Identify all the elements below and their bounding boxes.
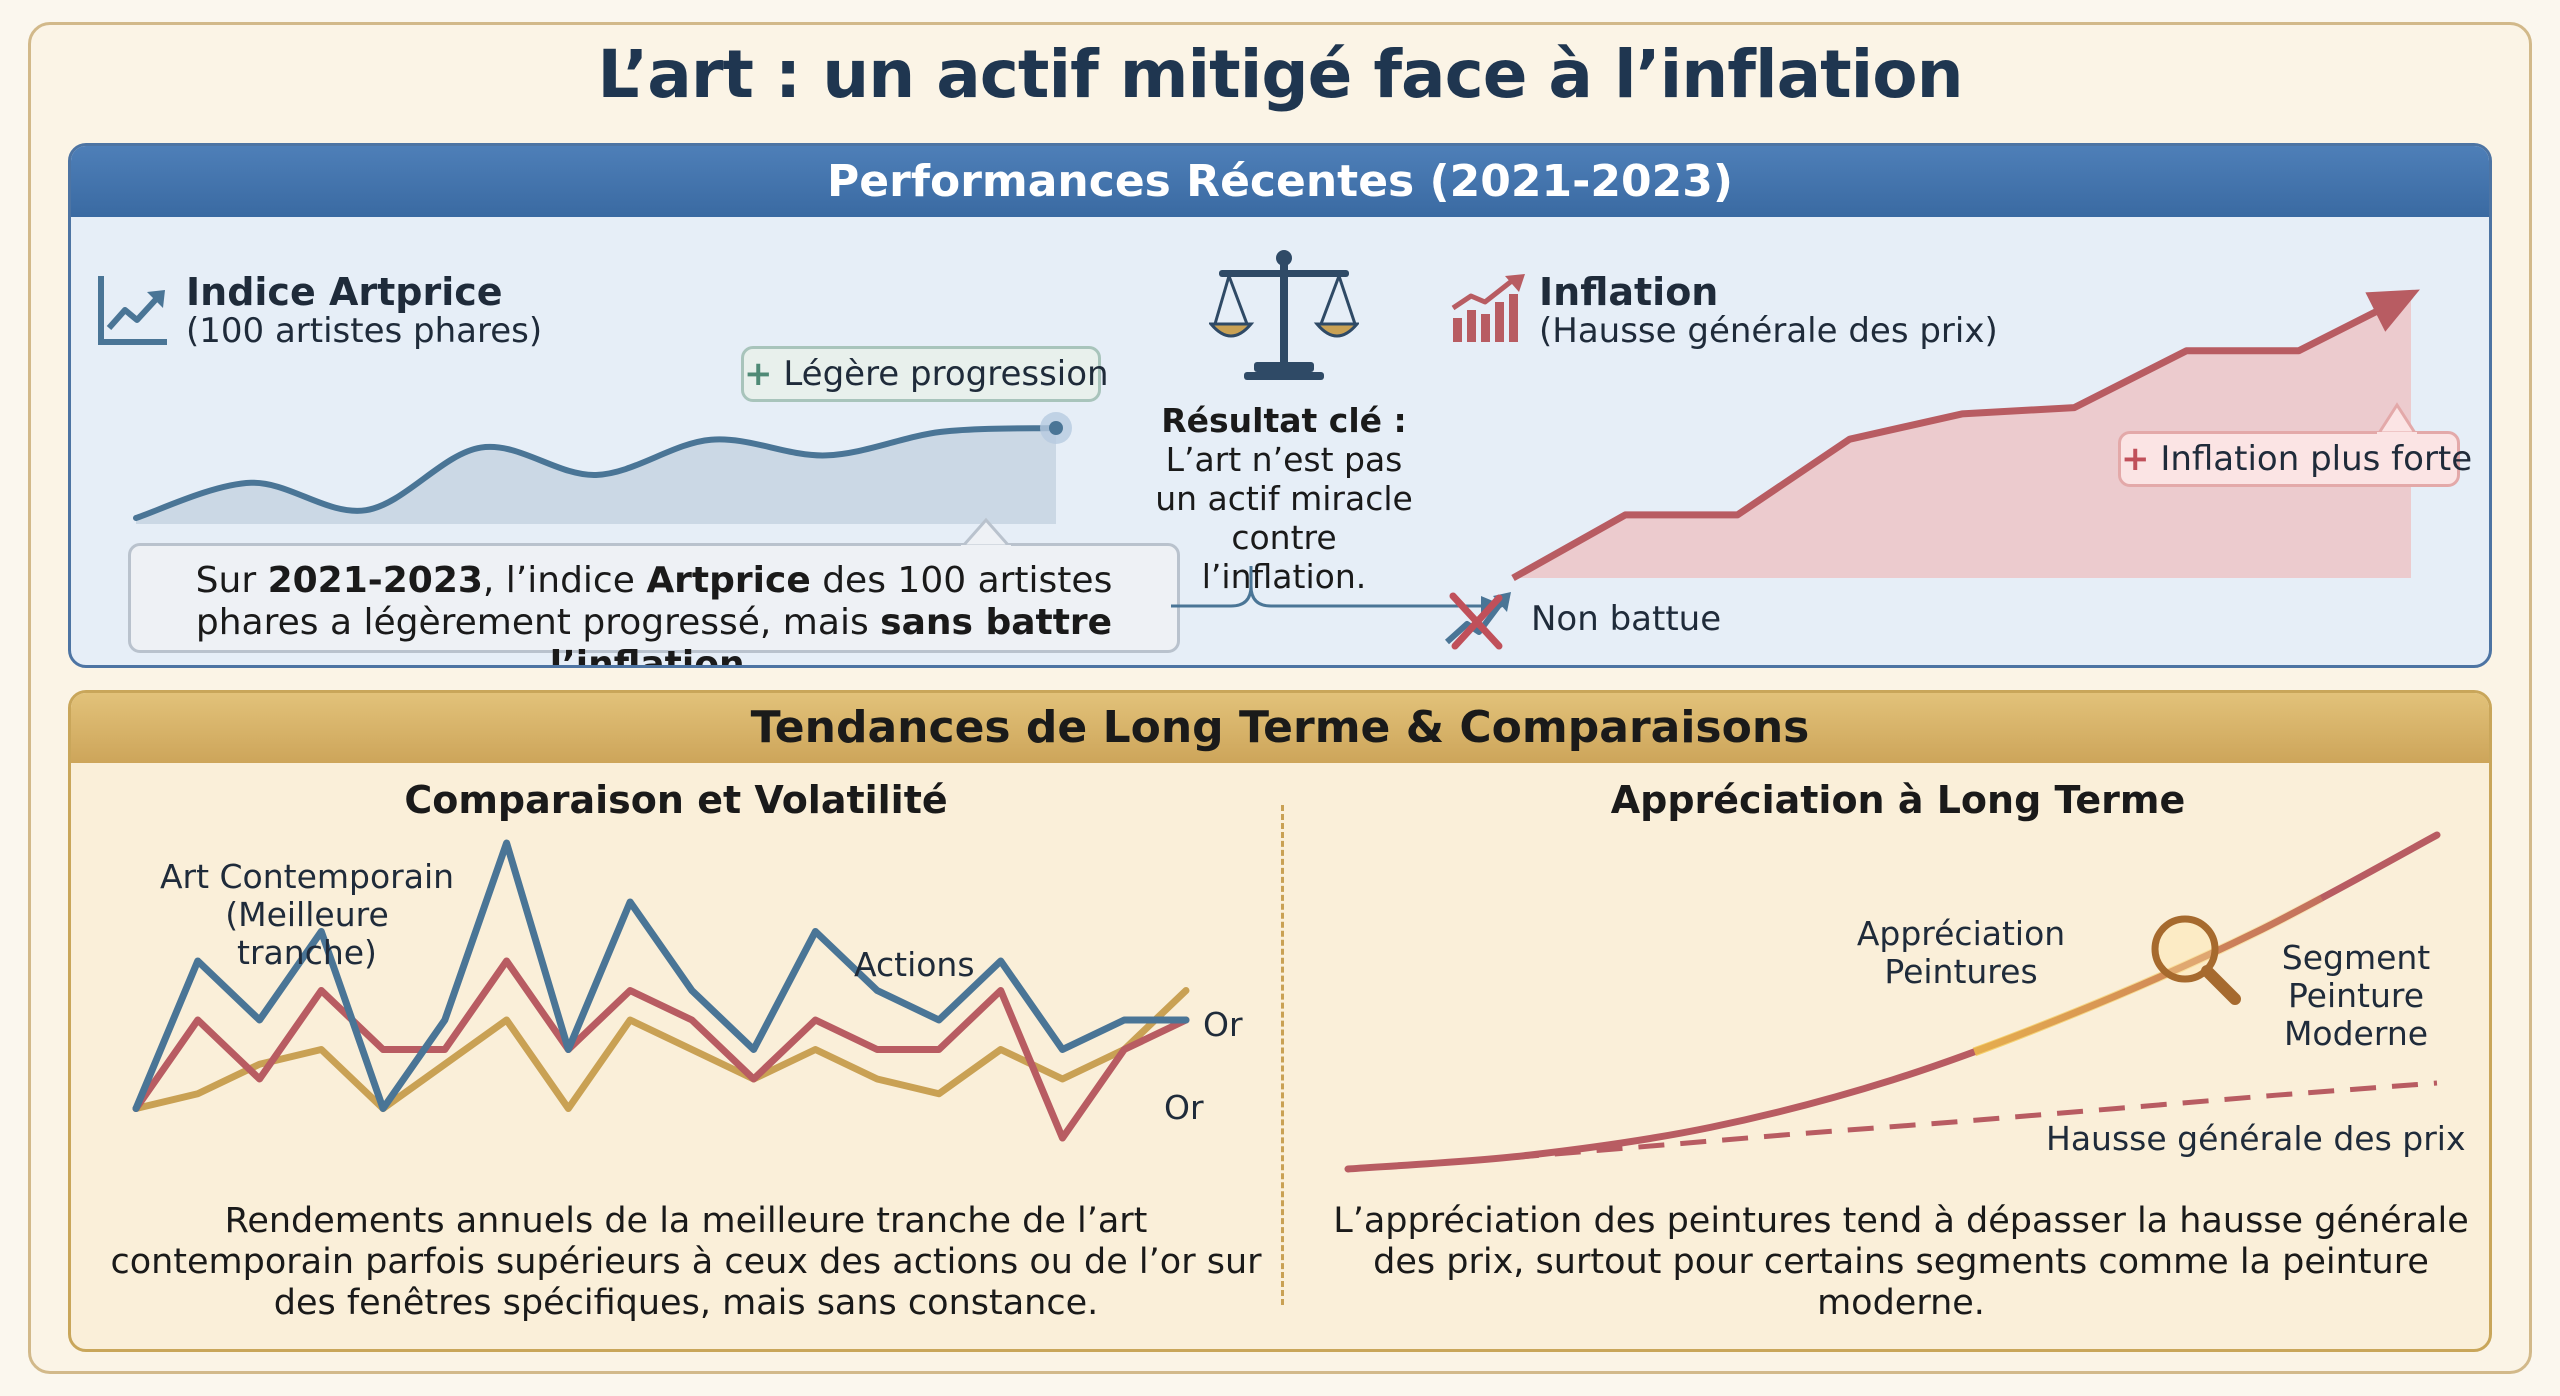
inflation-title: Inflation (1539, 270, 1719, 314)
contemporary-art-line (132, 957, 1190, 1142)
note-bold-artprice: Artprice (646, 560, 811, 601)
key-result-title: Résultat clé : (1161, 401, 1407, 440)
gold-label-top: Or (1203, 1005, 1243, 1044)
magnifier-icon (2151, 915, 2241, 1005)
inflation-chart (1511, 289, 2420, 582)
actions-line (132, 839, 1190, 1112)
note-bold-period: 2021-2023 (267, 560, 483, 601)
gold-label-bottom: Or (1164, 1088, 1204, 1127)
contemporary-art-label: Art Contemporain (Meilleure tranche) (159, 857, 455, 972)
not-beaten-icon (1444, 592, 1511, 650)
inflation-arrowhead (2365, 289, 2420, 332)
volatility-text: Rendements annuels de la meilleure tranc… (110, 1201, 1262, 1323)
general-prices-line (1470, 1080, 2438, 1164)
badge-pointer (2377, 402, 2417, 435)
stronger-inflation-label: Inflation plus forte (2160, 439, 2473, 479)
volatility-chart (132, 839, 1190, 1142)
note-bold-conclusion: sans battre l’inflation. (549, 602, 1113, 668)
light-progress-label: Légère progression (783, 354, 1109, 394)
scales-icon (1209, 250, 1359, 380)
recent-performance-header: Performances Récentes (2021-2023) (71, 146, 2489, 217)
modern-segment-highlight (1347, 831, 2440, 1174)
appreciation-title: Appréciation à Long Terme (1610, 778, 2186, 822)
line-chart-icon (98, 276, 167, 345)
inflation-area (1513, 294, 2411, 578)
long-term-header: Tendances de Long Terme & Comparaisons (71, 693, 2489, 763)
inflation-subtitle: (Hausse générale des prix) (1539, 311, 1998, 351)
note-text-2: , l’indice (482, 560, 647, 601)
artprice-note: Sur 2021-2023, l’indice Artprice des 100… (128, 543, 1180, 665)
artprice-title: Indice Artprice (186, 270, 503, 314)
note-text-1: Sur (195, 560, 268, 601)
artprice-subtitle: (100 artistes phares) (186, 311, 543, 351)
note-pointer (961, 517, 1011, 548)
not-beaten-label: Non battue (1531, 599, 1722, 639)
key-result-text: L’art n’est pas un actif miracle contre … (1155, 440, 1413, 596)
appreciation-text: L’appréciation des peintures tend à dépa… (1333, 1201, 2469, 1323)
volatility-title: Comparaison et Volatilité (404, 778, 948, 822)
page-title: L’art : un actif mitigé face à l’inflati… (597, 36, 1963, 113)
artprice-line (133, 425, 1059, 521)
key-result: Résultat clé : L’art n’est pas un actif … (1154, 401, 1414, 596)
recent-performance-panel: Performances Récentes (2021-2023) Indice… (68, 143, 2492, 668)
plus-icon: + (2121, 439, 2150, 479)
artprice-end-dot (1049, 421, 1063, 435)
actions-label: Actions (854, 945, 975, 984)
general-prices-label: Hausse générale des prix (2046, 1119, 2466, 1158)
artprice-chart (133, 412, 1072, 524)
light-progress-badge: + Légère progression (741, 346, 1109, 402)
note-text-3: des 100 artistes phares a légèrement pro… (195, 560, 1113, 643)
plus-icon: + (744, 354, 773, 394)
appreciation-chart (1344, 831, 2441, 1174)
long-term-panel: Tendances de Long Terme & Comparaisons C… (68, 690, 2492, 1352)
section-divider (1281, 805, 1284, 1305)
inflation-line (1511, 290, 2413, 582)
bar-chart-up-icon (1451, 274, 1525, 342)
modern-painting-segment-label: Segment Peinture Moderne (2281, 938, 2431, 1053)
gold-line (132, 987, 1190, 1112)
stronger-inflation-badge: + Inflation plus forte (2118, 431, 2472, 487)
paintings-appreciation-label: Appréciation Peintures (1856, 914, 2066, 991)
